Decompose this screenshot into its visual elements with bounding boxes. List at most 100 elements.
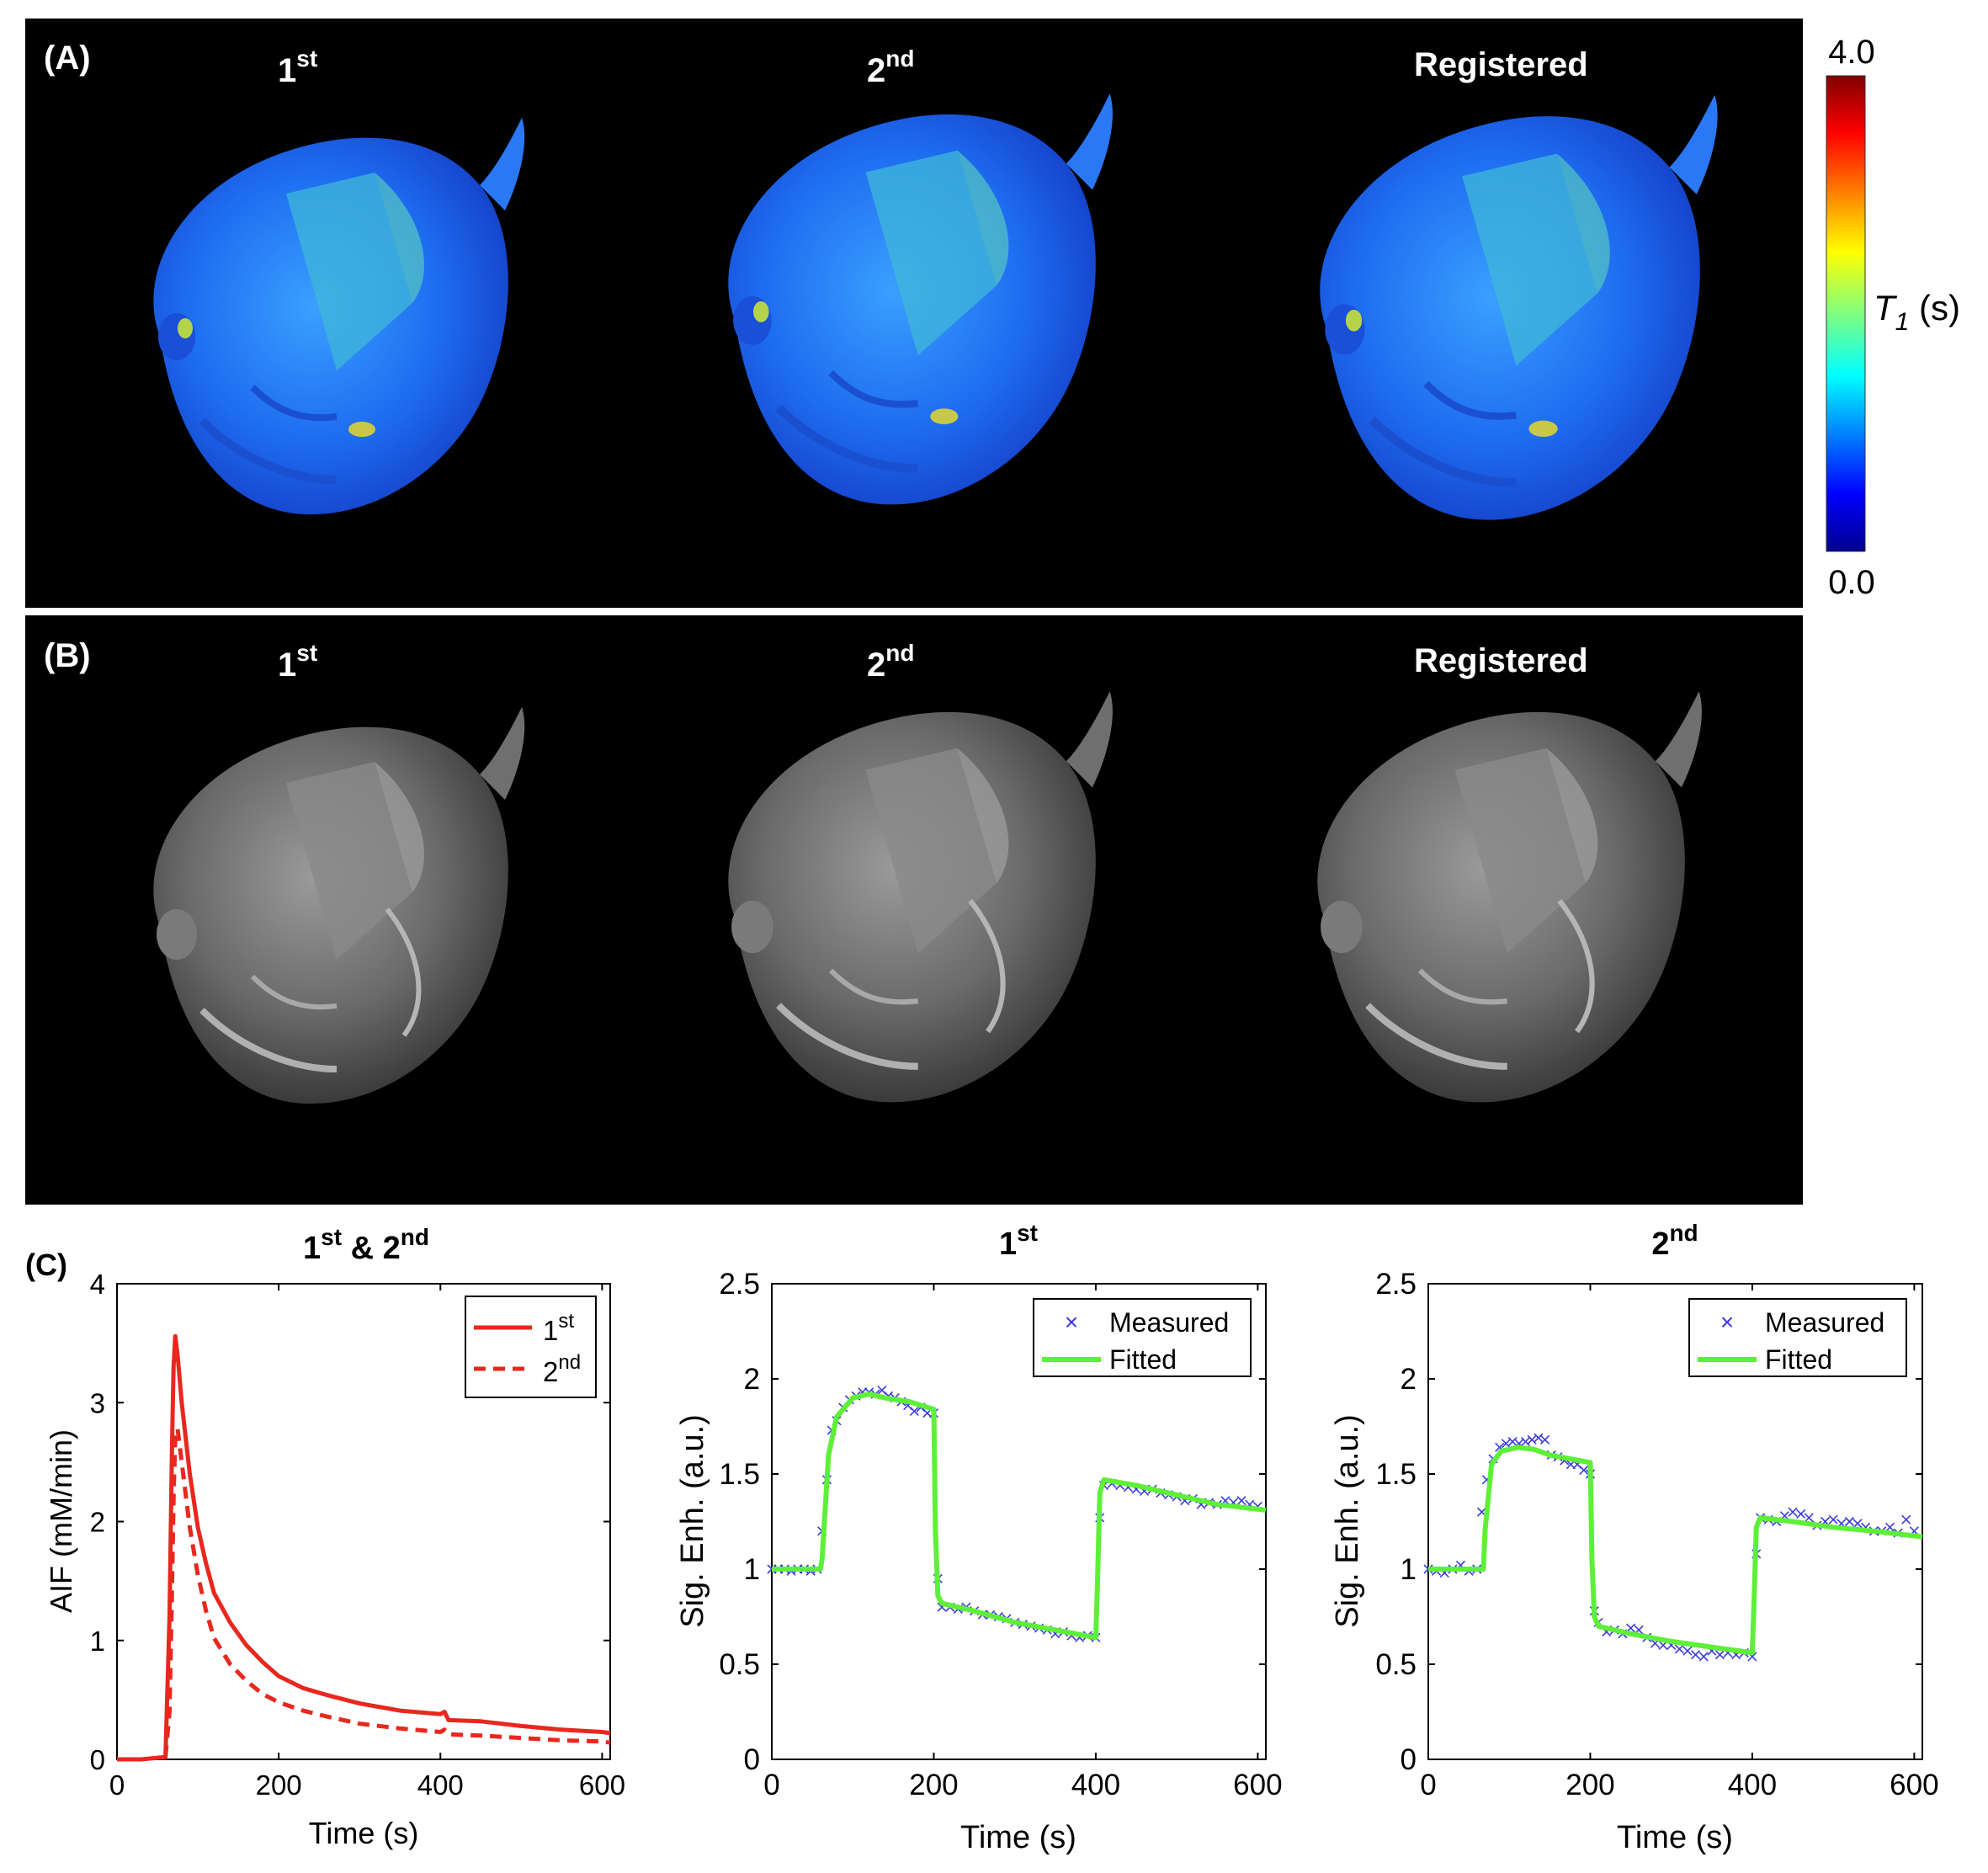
panel-c-label: (C)	[25, 1248, 67, 1282]
measured-point-stroke	[1690, 1650, 1701, 1660]
x-tick-label: 600	[1233, 1769, 1282, 1801]
measured-point-stroke	[1507, 1437, 1518, 1447]
x-tick-label: 200	[256, 1769, 302, 1801]
fitted-line	[1428, 1445, 1923, 1656]
chart-aif-legend-box	[465, 1296, 597, 1398]
x-tick-label: 600	[1890, 1769, 1938, 1801]
measured-point-stroke	[1901, 1514, 1911, 1524]
legend-measured-marker: ×	[1720, 1309, 1734, 1335]
measured-point-stroke	[1852, 1519, 1863, 1529]
x-tick-label: 400	[1071, 1769, 1120, 1801]
measured-point-stroke	[1674, 1644, 1684, 1654]
measured-point-stroke	[1844, 1516, 1854, 1527]
measured-point	[1507, 1437, 1518, 1447]
chart-signal-2nd-legend-box	[1688, 1298, 1907, 1377]
panel-a-title-registered: Registered	[1414, 46, 1588, 83]
measured-point	[1682, 1646, 1693, 1656]
chart-aif-series	[117, 1333, 611, 1762]
measured-point-stroke	[1747, 1652, 1757, 1662]
measured-point-stroke	[1698, 1652, 1709, 1662]
y-tick-label: 0	[1401, 1743, 1417, 1776]
measured-point	[1884, 1522, 1895, 1532]
legend-2nd-text: 2nd	[543, 1351, 581, 1387]
measured-point-stroke	[1476, 1507, 1487, 1517]
colorbar-label: T1 (s)	[1874, 288, 1960, 336]
measured-point	[1828, 1514, 1838, 1524]
chart-signal-1st-series	[767, 1385, 1267, 1642]
y-tick-label: 0.5	[719, 1648, 760, 1681]
y-tick-label: 2	[744, 1363, 760, 1396]
measured-point	[909, 1406, 919, 1416]
chart-signal-2nd-ticks: 0 200 400 600 0 0.5 1 1.5 2 2.5	[1375, 1268, 1938, 1801]
chart-aif: 1st & 2nd 0 200 400 600 0 1 2 3 4 Time (s) AIF (…	[44, 1224, 625, 1850]
legend-measured-marker: ×	[1065, 1309, 1078, 1335]
chart-signal-1st-title: 1st	[999, 1220, 1038, 1262]
y-tick-label: 1	[90, 1626, 105, 1657]
panel-a-title-2nd: 2nd	[867, 45, 914, 89]
panel-b-label: (B)	[44, 637, 91, 674]
x-tick-label: 0	[109, 1769, 125, 1801]
panel-a-title-1st: 1st	[278, 45, 317, 89]
measured-point	[1674, 1644, 1684, 1654]
measured-point-stroke	[1828, 1514, 1838, 1524]
fitted-line	[772, 1391, 1267, 1641]
panel-a-label: (A)	[44, 40, 91, 77]
panel-a: (A) 1st 2nd Registered	[25, 19, 1803, 608]
chart-aif-ticks: 0 200 400 600 0 1 2 3 4	[90, 1269, 625, 1801]
measured-point	[1796, 1509, 1806, 1519]
chart-signal-2nd-xlabel: Time (s)	[1617, 1820, 1733, 1855]
y-tick-label: 1.5	[719, 1458, 760, 1491]
x-tick-label: 400	[417, 1769, 464, 1801]
chart-aif-xlabel: Time (s)	[309, 1816, 419, 1850]
panel-b-title-registered: Registered	[1414, 642, 1588, 679]
colorbar-max: 4.0	[1828, 34, 1875, 71]
chart-signal-2nd-ylabel: Sig. Enh. (a.u.)	[1330, 1414, 1365, 1627]
legend-fitted-text: Fitted	[1765, 1344, 1832, 1375]
legend-1st-text: 1st	[543, 1310, 574, 1346]
measured-point	[1788, 1507, 1798, 1517]
measured-point-stroke	[1540, 1434, 1550, 1445]
measured-point-stroke	[1788, 1507, 1798, 1517]
measured-point	[1804, 1513, 1814, 1523]
y-tick-label: 0.5	[1375, 1648, 1417, 1681]
measured-point	[1852, 1519, 1863, 1529]
y-tick-label: 1	[744, 1553, 760, 1586]
y-tick-label: 1	[1401, 1553, 1417, 1586]
measured-point-stroke	[1520, 1437, 1531, 1447]
panel-b-title-2nd: 2nd	[867, 640, 914, 684]
measured-point	[1501, 1439, 1511, 1449]
panel-b: (B) 1st 2nd Registered	[25, 615, 1803, 1205]
panel-b-title-1st: 1st	[278, 640, 317, 684]
y-tick-label: 0	[90, 1744, 105, 1775]
legend-measured-text: Measured	[1109, 1307, 1229, 1338]
measured-point-stroke	[1579, 1465, 1589, 1476]
measured-point-stroke	[1527, 1434, 1537, 1445]
measured-point	[1520, 1437, 1531, 1447]
measured-point	[1714, 1650, 1725, 1660]
measured-point-stroke	[877, 1385, 887, 1396]
chart-signal-2nd-series	[1423, 1433, 1923, 1662]
colorbar-min: 0.0	[1828, 564, 1875, 601]
x-tick-label: 200	[1565, 1769, 1614, 1801]
chart-signal-1st: 1st 0 200 400 600 0 0.5 1 1.5 2 2.5 Time (s) Sig.…	[675, 1220, 1283, 1855]
chart-signal-2nd-title: 2nd	[1651, 1220, 1698, 1262]
chart-signal-1st-xlabel: Time (s)	[960, 1820, 1076, 1855]
chart-signal-2nd-legend: × Measured Fitted	[1688, 1298, 1907, 1377]
measured-point-stroke	[1501, 1439, 1511, 1449]
measured-point-stroke	[1682, 1646, 1693, 1656]
measured-point-stroke	[1714, 1650, 1725, 1660]
x-tick-label: 0	[763, 1769, 779, 1801]
y-tick-label: 4	[90, 1269, 105, 1300]
legend-fitted-text: Fitted	[1109, 1344, 1177, 1375]
chart-signal-1st-legend-box	[1033, 1298, 1252, 1377]
y-tick-label: 2.5	[1375, 1268, 1417, 1301]
chart-aif-ylabel: AIF (mM/min)	[44, 1429, 78, 1613]
measured-point-stroke	[1534, 1433, 1544, 1443]
x-tick-label: 400	[1728, 1769, 1777, 1801]
measured-point	[1901, 1514, 1911, 1524]
y-tick-label: 2	[1401, 1363, 1417, 1396]
colorbar-gradient	[1826, 75, 1866, 552]
y-tick-label: 2.5	[719, 1268, 760, 1301]
measured-point-stroke	[1495, 1442, 1505, 1452]
